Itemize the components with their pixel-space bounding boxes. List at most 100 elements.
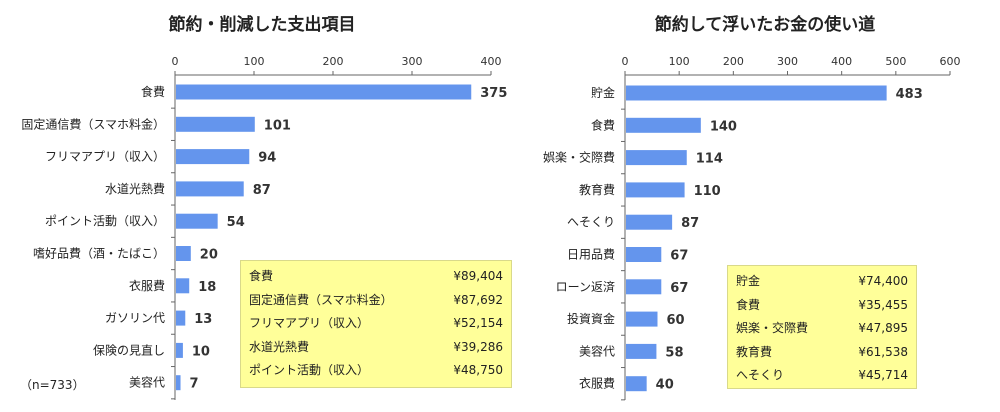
x-tick-label: 600 xyxy=(940,55,961,68)
bar xyxy=(176,181,244,197)
data-label: 20 xyxy=(200,248,218,263)
bar xyxy=(176,116,255,132)
category-label: 食費 xyxy=(141,84,165,99)
data-label: 94 xyxy=(258,151,276,166)
x-tick-label: 100 xyxy=(669,55,690,68)
x-tick-label: 400 xyxy=(481,55,502,68)
table-label: 水道光熱費 xyxy=(249,339,310,354)
table-label: ポイント活動（収入） xyxy=(249,363,370,377)
table-amount: ¥74,400 xyxy=(858,274,908,288)
table-row: フリマアプリ（収入） ¥52,154 xyxy=(249,312,503,336)
table-label: へそくり xyxy=(736,368,785,382)
x-tick-label: 500 xyxy=(885,55,906,68)
data-label: 10 xyxy=(192,344,210,359)
category-label: 固定通信費（スマホ料金） xyxy=(21,116,165,131)
table-amount: ¥52,154 xyxy=(453,316,503,330)
table-label: 貯金 xyxy=(736,274,761,288)
table-row: 固定通信費（スマホ料金） ¥87,692 xyxy=(249,289,503,313)
bar xyxy=(176,278,190,294)
category-label: 教育費 xyxy=(579,182,615,197)
table-row: へそくり ¥45,714 xyxy=(736,364,908,388)
table-row: ポイント活動（収入） ¥48,750 xyxy=(249,359,503,383)
bar xyxy=(176,213,218,229)
table-row: 水道光熱費 ¥39,286 xyxy=(249,336,503,360)
category-label: 保険の見直し xyxy=(93,343,165,357)
table-label: 食費 xyxy=(249,269,274,283)
data-label: 18 xyxy=(198,280,216,295)
table-label: 食費 xyxy=(736,297,761,312)
bar xyxy=(626,343,657,359)
table-amount: ¥89,404 xyxy=(453,269,503,283)
table-row: 貯金 ¥74,400 xyxy=(736,270,908,294)
data-label: 67 xyxy=(670,249,688,264)
data-label: 7 xyxy=(190,377,199,392)
table-label: 教育費 xyxy=(736,344,773,359)
table-row: 食費 ¥35,455 xyxy=(736,294,908,318)
category-label: 投資資金 xyxy=(567,311,615,326)
bar xyxy=(626,376,647,392)
x-tick-label: 300 xyxy=(777,55,798,68)
bar xyxy=(626,117,701,133)
bar xyxy=(626,150,687,166)
data-label: 87 xyxy=(681,216,699,231)
right-bar-chart: 0 100 200 300 400 500 600 貯金 483 食費 140 娯楽・交際費 114 教育… xyxy=(543,55,961,401)
right-amount-table: 貯金 ¥74,400 食費 ¥35,455 娯楽・交際費 ¥47,895 教育費 ¥61… xyxy=(727,265,917,389)
category-label: 衣服費 xyxy=(129,278,165,293)
data-label: 60 xyxy=(667,313,685,328)
table-label: フリマアプリ（収入） xyxy=(249,316,370,330)
x-tick-label: 300 xyxy=(402,55,423,68)
data-label: 101 xyxy=(264,118,291,133)
category-label: 美容代 xyxy=(129,375,165,390)
table-amount: ¥48,750 xyxy=(453,363,503,377)
data-label: 54 xyxy=(227,215,245,230)
left-amount-table: 食費 ¥89,404 固定通信費（スマホ料金） ¥87,692 フリマアプリ（収入）… xyxy=(240,260,512,388)
data-label: 58 xyxy=(665,345,683,360)
category-label: 衣服費 xyxy=(579,376,615,391)
category-label: 嗜好品費（酒・たばこ） xyxy=(33,246,165,261)
x-tick-label: 0 xyxy=(622,55,629,68)
bar xyxy=(176,342,183,358)
bar xyxy=(626,85,887,101)
category-label: ポイント活動（収入） xyxy=(45,214,165,228)
data-label: 40 xyxy=(656,378,674,393)
data-label: 140 xyxy=(710,119,737,134)
bar xyxy=(176,84,472,100)
data-label: 13 xyxy=(194,312,212,327)
data-label: 110 xyxy=(694,184,721,199)
left-chart-title: 節約・削減した支出項目 xyxy=(168,14,356,35)
category-label: ガソリン代 xyxy=(105,311,165,325)
x-tick-label: 400 xyxy=(831,55,852,68)
bar xyxy=(176,246,191,261)
data-label: 114 xyxy=(696,152,723,167)
x-tick-label: 0 xyxy=(172,55,179,68)
bar xyxy=(176,149,250,165)
category-label: フリマアプリ（収入） xyxy=(45,150,165,164)
bar xyxy=(626,247,662,262)
category-label: へそくり xyxy=(567,215,615,229)
table-amount: ¥47,895 xyxy=(858,321,908,335)
x-tick-label: 200 xyxy=(323,55,344,68)
category-label: 美容代 xyxy=(579,343,615,358)
table-label: 固定通信費（スマホ料金） xyxy=(249,292,393,307)
table-row: 教育費 ¥61,538 xyxy=(736,341,908,365)
sample-size-note: （n=733） xyxy=(20,378,85,392)
category-label: ローン返済 xyxy=(556,279,615,294)
table-amount: ¥35,455 xyxy=(858,297,908,312)
category-label: 日用品費 xyxy=(567,247,615,262)
data-label: 67 xyxy=(670,281,688,296)
table-row: 娯楽・交際費 ¥47,895 xyxy=(736,317,908,341)
data-label: 483 xyxy=(896,87,923,102)
table-amount: ¥87,692 xyxy=(453,292,503,307)
bar xyxy=(626,214,673,230)
category-label: 貯金 xyxy=(591,85,615,100)
bar xyxy=(626,182,685,198)
bar xyxy=(176,375,181,391)
data-label: 375 xyxy=(480,86,507,101)
bar xyxy=(626,279,662,295)
category-label: 食費 xyxy=(591,117,615,132)
table-label: 娯楽・交際費 xyxy=(736,321,809,335)
x-tick-label: 100 xyxy=(244,55,265,68)
right-chart-title: 節約して浮いたお金の使い道 xyxy=(654,14,876,35)
table-amount: ¥45,714 xyxy=(858,368,908,382)
